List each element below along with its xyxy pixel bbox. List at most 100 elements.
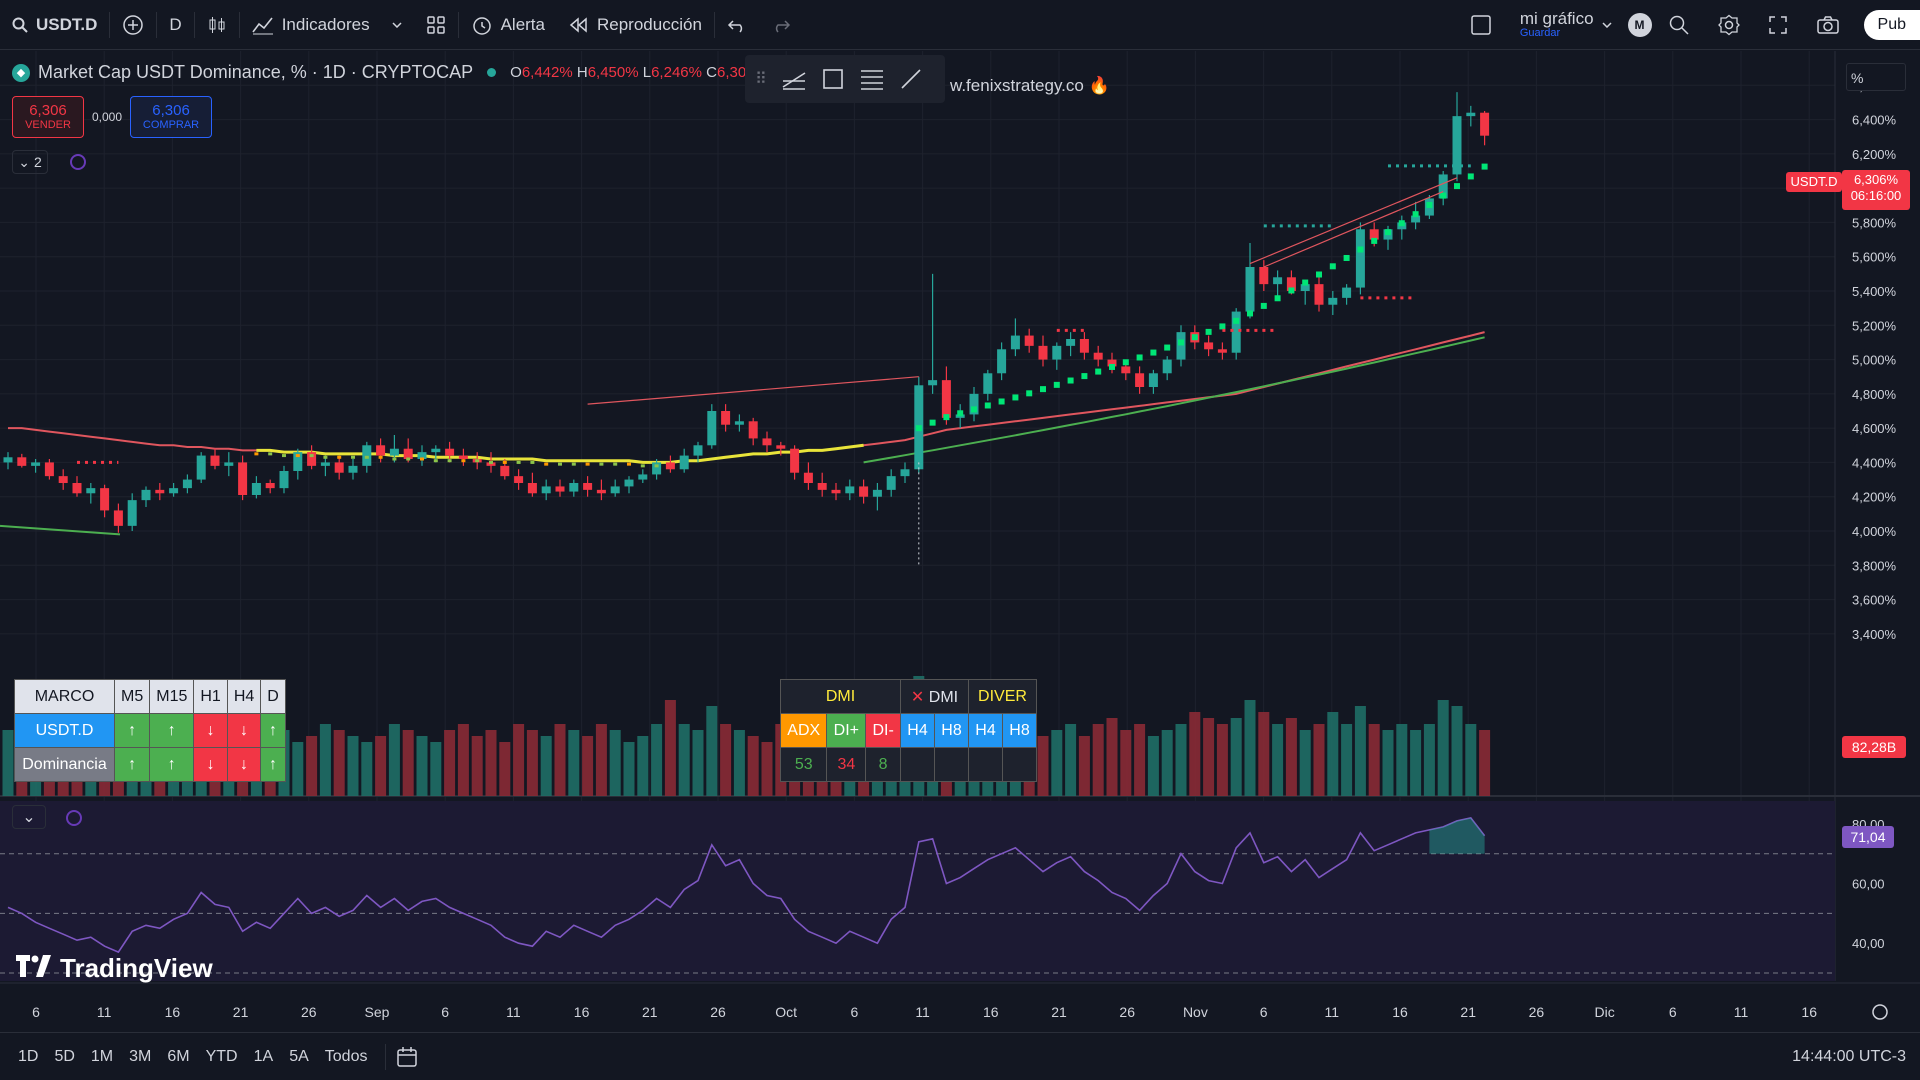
tradingview-logo[interactable]: TradingView [16,953,213,984]
time-tick-label: 26 [1529,1004,1545,1020]
volume-bar [1368,724,1380,796]
candle-body [182,479,192,489]
snapshot-button[interactable] [1804,0,1852,50]
candle-body [196,455,206,480]
candle-body [127,500,137,526]
trail-dot [1219,323,1226,330]
publish-button[interactable]: Pub [1863,10,1920,40]
avatar[interactable]: M [1627,13,1652,37]
replay-button[interactable]: Reproducción [557,0,714,49]
candle-body [403,448,413,459]
symbol-search-button[interactable]: USDT.D [0,0,109,49]
templates-button[interactable] [414,0,458,49]
marco-row: USDT.D ↑ ↑ ↓ ↓ ↑ [14,713,286,748]
trend-line [587,376,919,405]
rectangle-tool-icon[interactable] [821,67,845,91]
buy-button[interactable]: 6,306 COMPRAR [130,96,213,138]
candle-body [1024,335,1034,346]
calendar-icon[interactable] [396,1046,418,1068]
range-button-1a[interactable]: 1A [253,1047,274,1065]
indicators-button[interactable]: Indicadores [240,0,414,49]
price-axis: 6,600%6,400%6,200%6,000%5,800%5,600%5,40… [1852,78,1897,642]
price-tick-label: 4,600% [1852,421,1897,436]
range-button-5d[interactable]: 5D [54,1047,75,1065]
time-tick-label: Sep [365,1004,390,1020]
plus-circle-icon [122,14,144,36]
volume-bar [1106,718,1118,796]
volume-bar [1396,724,1408,796]
time-tick-label: 11 [1734,1004,1749,1020]
dmi-values-row: 53 34 8 [779,747,1037,782]
trade-buttons: 6,306 VENDER 0,000 6,306 COMPRAR [12,96,213,138]
range-button-1d[interactable]: 1D [18,1047,39,1065]
trail-dot-small [530,460,535,464]
indicators-toggle[interactable]: ⌄ 2 [12,150,48,174]
volume-bar [609,730,621,796]
range-button-3m[interactable]: 3M [129,1047,152,1065]
fullscreen-button[interactable] [1756,0,1800,50]
trend-line-tool-icon[interactable] [781,67,807,91]
dmi-row: ADX DI+ DI- H4 H8 H4 H8 [779,713,1037,748]
candle-body [72,483,82,494]
time-tick-label: 6 [1669,1004,1677,1020]
brush-tool-icon[interactable] [899,67,923,91]
compare-button[interactable] [110,0,156,49]
price-chart[interactable]: 6,600%6,400%6,200%6,000%5,800%5,600%5,40… [0,51,1920,1031]
interval-button[interactable]: D [157,0,193,49]
redo-button[interactable] [759,0,803,49]
marco-row-label: USDT.D [14,713,115,748]
range-button-all[interactable]: Todos [324,1047,368,1065]
trail-dot [1260,302,1267,309]
di-plus-value: 34 [826,747,867,782]
undo-button[interactable] [715,0,759,49]
rsi-overbought-fill [1429,817,1485,854]
divider [713,11,715,38]
scale-unit-button[interactable]: % [1846,63,1906,91]
alarm-clock-icon [471,14,493,36]
trail-dot-small [544,462,549,466]
time-tick-label: 11 [915,1004,930,1020]
time-tick-label: 6 [441,1004,449,1020]
trend-line [1263,191,1444,268]
marco-cell: ↓ [226,747,262,782]
clock-timezone[interactable]: 14:44:00 UTC-3 [1792,1047,1906,1065]
volume-bar [416,736,428,796]
range-button-1m[interactable]: 1M [90,1047,114,1065]
drag-handle-icon[interactable]: ⠿ [755,71,767,88]
candle-body [334,462,344,473]
diver-tf: H8 [1002,713,1037,748]
candle-body [486,462,496,466]
candle-body [679,455,689,470]
marco-row: Dominancia ↑ ↑ ↓ ↓ ↑ [14,747,286,782]
volume-bar [1354,706,1366,796]
fib-tool-icon[interactable] [859,67,885,91]
range-button-6m[interactable]: 6M [167,1047,190,1065]
trail-dot-small [364,455,369,459]
trail-dot-small [392,457,397,461]
time-tick-label: Nov [1183,1004,1208,1020]
candle-body [707,411,717,446]
chart-type-button[interactable] [195,0,239,49]
sell-button[interactable]: 6,306 VENDER [12,96,84,138]
range-button-5a[interactable]: 5A [289,1047,309,1065]
price-tick-label: 3,400% [1852,627,1897,642]
candle-body [1328,297,1338,305]
trail-dot-small [309,454,314,458]
volume-bar [1161,730,1173,796]
moving-average-slow [8,331,1485,464]
legend-title[interactable]: Market Cap USDT Dominance, % · 1D · CRYP… [38,62,474,82]
candle-body [721,411,731,425]
alert-button[interactable]: Alerta [459,0,557,49]
quick-search-button[interactable] [1656,0,1702,50]
candle-body [238,462,248,495]
rsi-toggle[interactable]: ⌄ [12,805,46,829]
trail-dot [1385,229,1391,236]
multi-layout-button[interactable] [1458,0,1504,50]
range-button-ytd[interactable]: YTD [205,1047,238,1065]
divider [193,11,195,38]
search-icon [12,17,28,33]
trailing-stop-dots [254,163,1488,468]
trail-dot [1412,211,1419,218]
save-layout-button[interactable]: mi gráfico Guardar [1508,0,1624,50]
settings-button[interactable] [1706,0,1752,50]
